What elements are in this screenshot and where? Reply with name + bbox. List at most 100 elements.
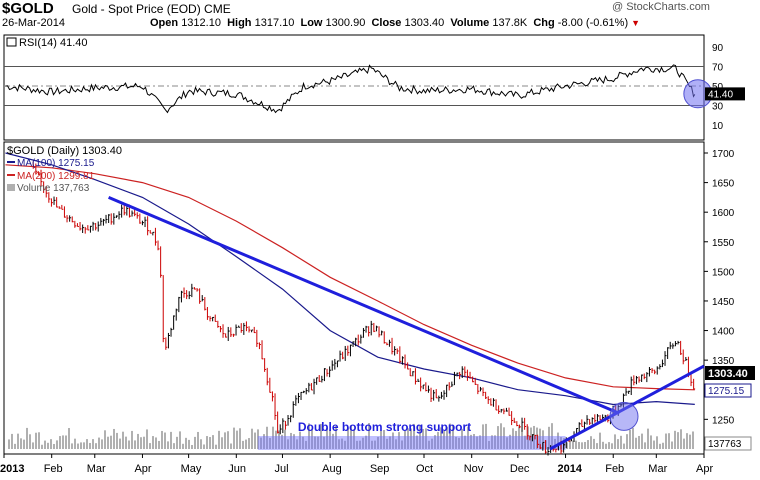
volume-bar	[338, 439, 340, 449]
rsi-axis: 90 70 50 30 10	[712, 43, 724, 132]
volume-bar	[608, 442, 610, 449]
volume-bar	[17, 433, 19, 449]
volume-bar	[140, 437, 142, 449]
instrument-description: Gold - Spot Price (EOD) CME	[72, 2, 231, 16]
rsi-last-value: 41.40	[708, 89, 733, 100]
support-annotation: Double bottom strong support	[298, 420, 471, 434]
volume-bar	[359, 440, 361, 449]
volume-bar	[239, 428, 241, 449]
volume-bar	[431, 438, 433, 449]
volume-bar	[323, 436, 325, 449]
volume-bar	[260, 437, 262, 449]
volume-bar	[527, 426, 529, 449]
volume-bar	[218, 430, 220, 449]
x-tick-label: Mar	[648, 463, 667, 475]
volume-bar	[581, 442, 583, 449]
rsi-legend-text: RSI(14) 41.40	[19, 37, 87, 49]
volume-bar	[380, 430, 382, 449]
volume-bar	[446, 427, 448, 449]
volume-bar	[89, 442, 91, 449]
volume-bar	[122, 431, 124, 449]
x-tick-label: Aug	[322, 463, 342, 475]
volume-bar	[503, 427, 505, 449]
volume-bar	[179, 431, 181, 449]
volume-bar	[332, 433, 334, 449]
volume-bar	[566, 442, 568, 449]
volume-bar	[236, 430, 238, 449]
volume-bar	[656, 436, 658, 449]
x-tick-label: Mar	[87, 463, 106, 475]
rsi-legend: RSI(14) 41.40	[6, 37, 87, 49]
rsi-last-tag	[705, 87, 745, 101]
volume-bar	[443, 430, 445, 449]
volume-bar	[572, 440, 574, 449]
volume-bar	[23, 439, 25, 449]
volume-bar	[452, 424, 454, 449]
volume-value: 137.8K	[492, 17, 528, 29]
volume-bar	[548, 426, 550, 449]
volume-bar	[245, 439, 247, 449]
legend-ma100: MA(100) 1275.15	[17, 158, 95, 169]
volume-bar	[437, 431, 439, 449]
volume-bar	[149, 443, 151, 449]
volume-bar	[383, 430, 385, 449]
volume-bar	[686, 433, 688, 449]
high-label: High	[227, 17, 252, 29]
price-frame	[3, 141, 705, 455]
x-tick-label: Feb	[44, 463, 63, 475]
volume-bar	[8, 439, 10, 449]
volume-bar	[521, 430, 523, 449]
volume-bar	[344, 440, 346, 449]
volume-bar	[14, 443, 16, 449]
volume-bar	[20, 438, 22, 449]
ma200-line	[5, 164, 695, 391]
volume-bar	[455, 436, 457, 449]
volume-bar	[458, 437, 460, 449]
volume-bar	[125, 436, 127, 449]
volume-bar	[494, 435, 496, 449]
volume-bar	[539, 428, 541, 449]
volume-bar	[659, 443, 661, 449]
volume-bar	[569, 438, 571, 449]
low-label: Low	[300, 17, 323, 29]
x-tick-label: Sep	[370, 463, 390, 475]
volume-bar	[128, 440, 130, 449]
volume-bar	[614, 434, 616, 449]
quote-date: 26-Mar-2014	[2, 17, 65, 29]
volume-bar	[392, 432, 394, 449]
volume-bar	[599, 432, 601, 449]
volume-bar	[689, 434, 691, 449]
volume-bar	[185, 437, 187, 449]
volume-bar	[110, 435, 112, 449]
downtrend-line	[108, 196, 620, 415]
volume-bar	[206, 436, 208, 449]
high-value: 1317.10	[254, 17, 295, 29]
volume-bar	[425, 428, 427, 449]
price-legend: $GOLD (Daily) 1303.40 MA(100) 1275.15 MA…	[7, 145, 122, 194]
volume-bar	[464, 435, 466, 449]
volume-bar	[41, 444, 43, 449]
volume-bar	[524, 435, 526, 449]
volume-bar	[119, 438, 121, 449]
volume-bar	[629, 429, 631, 449]
volume-bar	[254, 432, 256, 449]
price-tag: 1303.40	[708, 368, 748, 380]
volume-bar	[293, 434, 295, 449]
volume-bar	[365, 435, 367, 449]
price-tick-1650: 1650	[712, 179, 735, 190]
volume-bar	[158, 440, 160, 449]
price-panel: Double bottom strong support $GOLD (Dail…	[3, 141, 755, 456]
volume-bar	[50, 439, 52, 449]
volume-bar	[557, 432, 559, 449]
close-value: 1303.40	[404, 17, 445, 29]
volume-bar	[134, 440, 136, 449]
volume-bar	[668, 433, 670, 449]
rsi-tick-50: 50	[712, 82, 724, 93]
volume-bars	[8, 423, 694, 449]
volume-bar	[188, 439, 190, 449]
volume-bar	[419, 425, 421, 449]
volume-tag: 137763	[708, 439, 742, 450]
volume-bar	[173, 443, 175, 449]
volume-bar	[416, 435, 418, 449]
volume-bar	[347, 427, 349, 449]
